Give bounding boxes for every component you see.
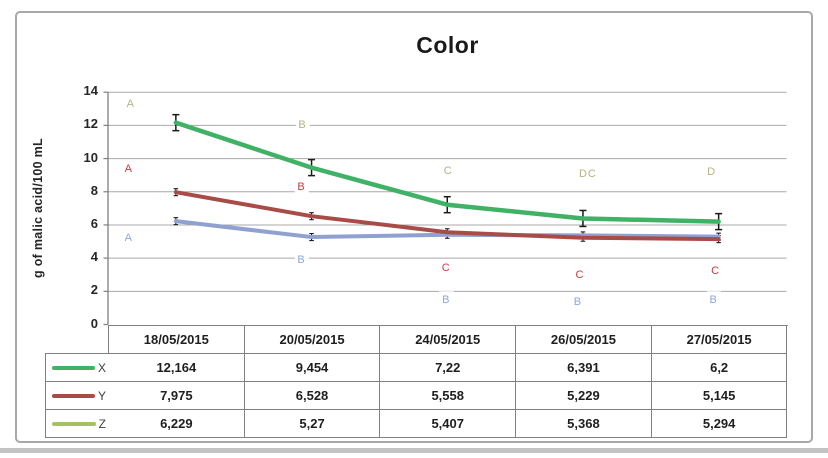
value-cell-z-5: 5,294: [651, 410, 788, 438]
value-cell-x-3: 7,22: [380, 354, 517, 382]
significance-letter-y-1: A: [121, 160, 137, 180]
chart-title: Color: [416, 32, 479, 58]
value-cell-x-2: 9,454: [244, 354, 381, 382]
y-tick-label: 2: [90, 282, 98, 298]
value-cell-z-2: 5,27: [244, 410, 381, 438]
significance-letter-y-4: C: [572, 265, 588, 286]
series-y-line-key-icon: [51, 393, 95, 398]
series-line-y: [173, 190, 721, 242]
y-tick-label: 0: [90, 315, 98, 331]
series-z-line-key-icon: [51, 421, 96, 426]
value-cell-z-3: 5,407: [380, 410, 517, 438]
series-line-x: [173, 120, 721, 224]
value-cell-y-1: 7,975: [109, 382, 245, 410]
y-tick-label: 14: [83, 83, 98, 99]
significance-letter-x-4: DC: [575, 165, 600, 186]
date-header-cell: 26/05/2015: [516, 325, 652, 354]
significance-letter-x-5: D: [704, 162, 720, 183]
value-cell-x-4: 6,391: [516, 354, 652, 382]
significance-letter-z-3: B: [439, 291, 454, 311]
significance-letter-y-3: C: [438, 259, 454, 280]
value-cell-z-1: 6,229: [109, 410, 245, 438]
value-cell-y-5: 5,145: [651, 382, 788, 410]
significance-letter-z-2: B: [294, 251, 309, 271]
date-header-cell: 20/05/2015: [244, 325, 381, 354]
significance-letter-x-3: C: [440, 161, 456, 182]
value-cell-x-5: 6,2: [651, 354, 788, 382]
y-tick-label: 6: [90, 215, 98, 231]
series-label-y: Y: [97, 388, 106, 403]
data-table: 18/05/2015 20/05/2015 24/05/2015 26/05/2015…: [108, 324, 788, 438]
value-cell-y-3: 5,558: [380, 382, 517, 410]
significance-letter-y-2: B: [294, 178, 309, 198]
date-header-cell: 18/05/2015: [109, 325, 245, 354]
legend-cell-y: Y: [45, 382, 109, 410]
series-x-line-key-icon: [51, 365, 95, 370]
series-label-z: Z: [98, 416, 106, 431]
significance-letter-y-5: C: [708, 262, 724, 282]
y-tick-label: 4: [90, 249, 98, 265]
value-cell-z-4: 5,368: [516, 410, 652, 438]
y-tick-label: 10: [83, 149, 98, 165]
significance-letter-x-1: A: [123, 94, 139, 115]
date-header-cell: 24/05/2015: [380, 325, 517, 354]
value-cell-y-2: 6,528: [244, 382, 381, 410]
significance-letter-z-5: B: [706, 290, 721, 311]
significance-letter-z-4: B: [570, 293, 586, 314]
value-cell-y-4: 5,229: [516, 382, 652, 410]
page-edge-strip: [0, 448, 828, 453]
date-header-cell: 27/05/2015: [651, 325, 788, 354]
figure-frame: [15, 11, 813, 443]
significance-letter-x-2: B: [295, 115, 310, 136]
value-cell-x-1: 12,164: [109, 354, 245, 382]
series-label-x: X: [97, 360, 106, 375]
legend-cell-z: Z: [45, 410, 109, 438]
y-tick-label: 8: [90, 182, 98, 198]
y-tick-label: 12: [83, 116, 98, 132]
series-line-z: [173, 219, 721, 240]
significance-letter-z-1: A: [121, 229, 137, 249]
legend-cell-x: X: [45, 354, 109, 382]
